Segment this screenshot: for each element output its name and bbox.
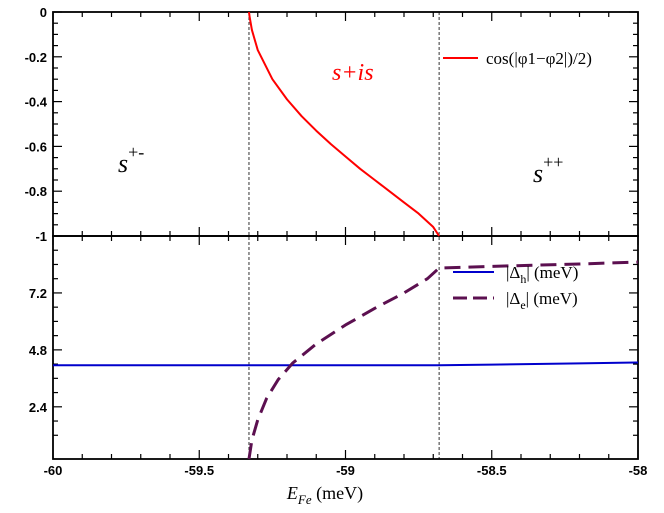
bottom-y-tick-label: 2.4 <box>29 400 48 415</box>
legend-label-cos: cos(|φ1−φ2|)/2) <box>486 49 592 68</box>
x-tick-label: -59.5 <box>184 463 214 478</box>
region-label-s-plus-is: s+is <box>332 60 374 86</box>
top-y-tick-label: -0.2 <box>25 50 47 65</box>
x-tick-label: -58 <box>629 463 648 478</box>
x-tick-label: -58.5 <box>477 463 507 478</box>
top-panel-frame <box>52 11 639 237</box>
top-y-tick-label: -0.6 <box>25 139 47 154</box>
series-cos-phase-line <box>247 11 440 237</box>
legend-label-delta-e: |Δe| (meV) <box>506 289 578 312</box>
x-tick-label: -60 <box>44 463 63 478</box>
legend-label-delta-h: |Δh| (meV) <box>506 263 578 286</box>
top-y-tick-label: -1 <box>35 229 47 244</box>
top-y-tick-label: -0.8 <box>25 184 47 199</box>
series-delta-e-line <box>247 260 639 460</box>
region-label-s-plus-plus: s++ <box>533 152 563 188</box>
x-axis-label: EFe (meV) <box>286 483 363 507</box>
bottom-y-tick-label: 4.8 <box>29 343 47 358</box>
region-label-s-plus-minus: s+- <box>118 142 144 178</box>
bottom-y-tick-label: 7.2 <box>29 286 47 301</box>
top-y-tick-label: -0.4 <box>25 95 48 110</box>
series-delta-h-line <box>53 361 639 367</box>
x-tick-label: -59 <box>336 463 355 478</box>
top-y-tick-label: 0 <box>40 5 47 20</box>
